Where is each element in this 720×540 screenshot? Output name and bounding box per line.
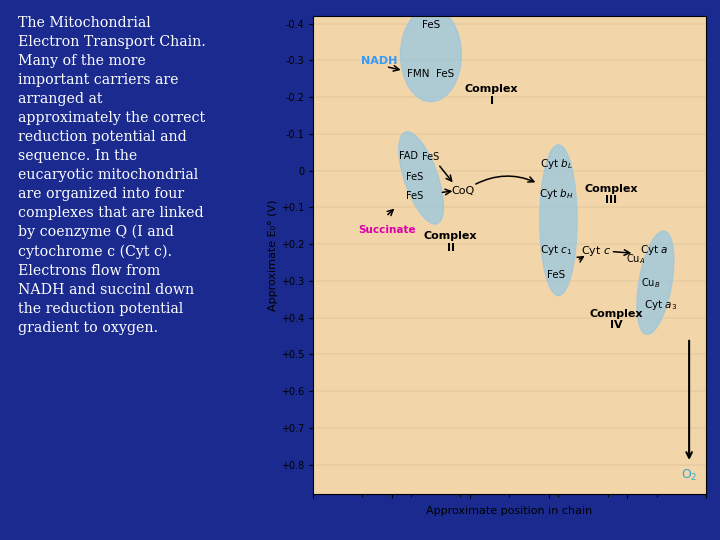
Text: Cyt $c_1$: Cyt $c_1$: [540, 242, 572, 256]
Text: Cyt $a$: Cyt $a$: [639, 242, 668, 256]
Text: Complex
I: Complex I: [465, 84, 518, 106]
Ellipse shape: [540, 145, 577, 295]
Text: Complex
II: Complex II: [424, 232, 477, 253]
Text: Cyt $a_3$: Cyt $a_3$: [644, 298, 677, 312]
Text: FeS: FeS: [406, 191, 423, 200]
Text: Cu$_B$: Cu$_B$: [641, 276, 660, 289]
Text: O$_2$: O$_2$: [681, 468, 698, 483]
X-axis label: Approximate position in chain: Approximate position in chain: [426, 506, 593, 516]
Y-axis label: Approximate E₀° (V): Approximate E₀° (V): [268, 199, 278, 311]
Text: Complex
III: Complex III: [585, 184, 638, 205]
Ellipse shape: [637, 231, 674, 334]
Text: FeS: FeS: [422, 21, 440, 30]
Ellipse shape: [400, 8, 462, 102]
Text: FeS: FeS: [406, 172, 423, 182]
Text: Cyt $b_H$: Cyt $b_H$: [539, 187, 574, 201]
Text: FeS: FeS: [547, 271, 566, 280]
Text: FAD: FAD: [400, 151, 418, 161]
Text: CoQ: CoQ: [451, 186, 474, 196]
Text: FMN  FeS: FMN FeS: [408, 69, 454, 79]
Ellipse shape: [399, 132, 444, 224]
Text: The Mitochondrial
Electron Transport Chain.
Many of the more
important carriers : The Mitochondrial Electron Transport Cha…: [18, 16, 206, 335]
Text: Complex
IV: Complex IV: [590, 309, 643, 330]
Text: Succinate: Succinate: [359, 225, 416, 235]
Text: Cyt $c$: Cyt $c$: [582, 245, 611, 259]
Text: Cyt $b_L$: Cyt $b_L$: [540, 157, 573, 171]
Text: Cu$_A$: Cu$_A$: [626, 252, 645, 266]
Text: NADH: NADH: [361, 56, 397, 66]
Text: FeS: FeS: [421, 152, 438, 161]
